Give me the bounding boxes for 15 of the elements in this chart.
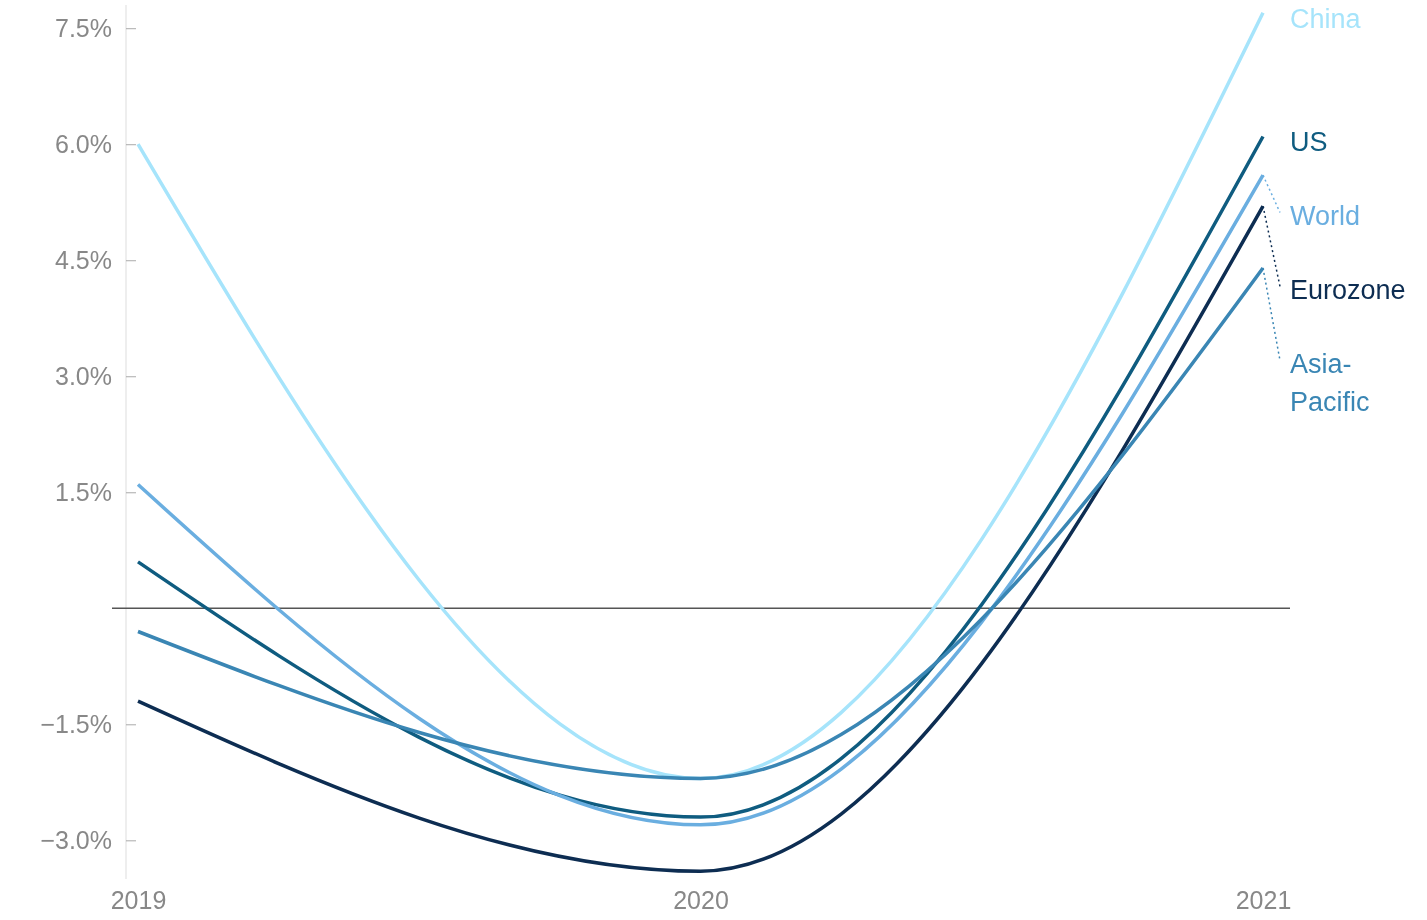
y-tick-label: 6.0%: [55, 129, 112, 158]
text: Eurozone: [1290, 275, 1406, 306]
y-tick-label: −3.0%: [40, 825, 112, 854]
y-tick-label: 1.5%: [55, 477, 112, 506]
x-tick-label: 2021: [1235, 885, 1292, 914]
x-tick-label: 2019: [110, 885, 167, 914]
y-tick-label: 4.5%: [55, 245, 112, 274]
y-tick-label: −1.5%: [40, 709, 112, 738]
series-label: US: [1290, 127, 1328, 158]
series-label: World: [1290, 201, 1361, 232]
x-tick-label: 2020: [673, 885, 729, 914]
y-tick-label: 7.5%: [55, 13, 112, 42]
y-tick-label: 3.0%: [55, 361, 112, 390]
text: Asia-Pacific: [1290, 349, 1370, 418]
series-label: China: [1290, 3, 1362, 34]
